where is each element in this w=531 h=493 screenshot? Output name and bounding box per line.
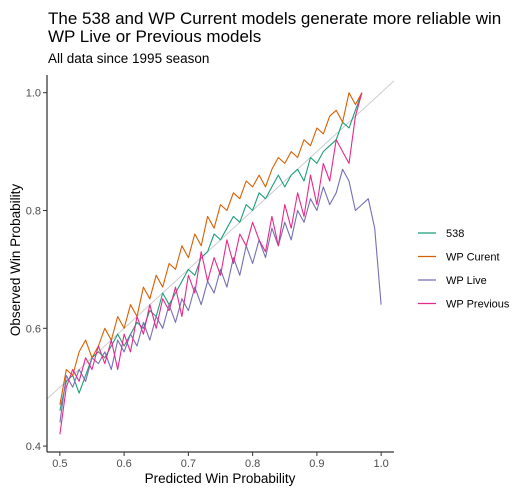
x-tick-label-5: 1.0 bbox=[373, 458, 388, 470]
y-tick-label-1: 0.6 bbox=[26, 323, 41, 335]
legend-label-1: WP Curent bbox=[446, 252, 500, 264]
series-line-3 bbox=[59, 92, 363, 435]
legend: 538 WP Curent WP Live WP Previous bbox=[418, 228, 510, 311]
chart-subtitle: All data since 1995 season bbox=[48, 51, 209, 66]
y-tick-label-2: 0.8 bbox=[26, 205, 41, 217]
y-tick-label-0: 0.4 bbox=[26, 441, 41, 453]
y-axis-title: Observed Win Probability bbox=[8, 184, 23, 337]
legend-label-2: WP Live bbox=[446, 275, 487, 287]
chart-title: The 538 and WP Current models generate m… bbox=[48, 9, 501, 28]
series-line-0 bbox=[59, 92, 363, 411]
x-tick-label-1: 0.6 bbox=[116, 458, 131, 470]
chart-title-line2: WP Live or Previous models bbox=[48, 27, 261, 46]
legend-label-0: 538 bbox=[446, 228, 464, 240]
x-tick-label-2: 0.7 bbox=[181, 458, 196, 470]
legend-label-3: WP Previous bbox=[446, 299, 510, 311]
x-tick-label-0: 0.5 bbox=[52, 458, 67, 470]
y-tick-label-3: 1.0 bbox=[26, 88, 41, 100]
plot-area bbox=[46, 80, 395, 435]
x-tick-label-4: 0.9 bbox=[309, 458, 324, 470]
axes: 0.5 0.6 0.7 0.8 0.9 1.0 0.4 0.6 0.8 1.0 bbox=[26, 75, 394, 470]
x-tick-label-3: 0.8 bbox=[245, 458, 260, 470]
x-axis-title: Predicted Win Probability bbox=[145, 471, 296, 486]
series-line-2 bbox=[59, 168, 382, 423]
series-line-1 bbox=[59, 92, 363, 405]
